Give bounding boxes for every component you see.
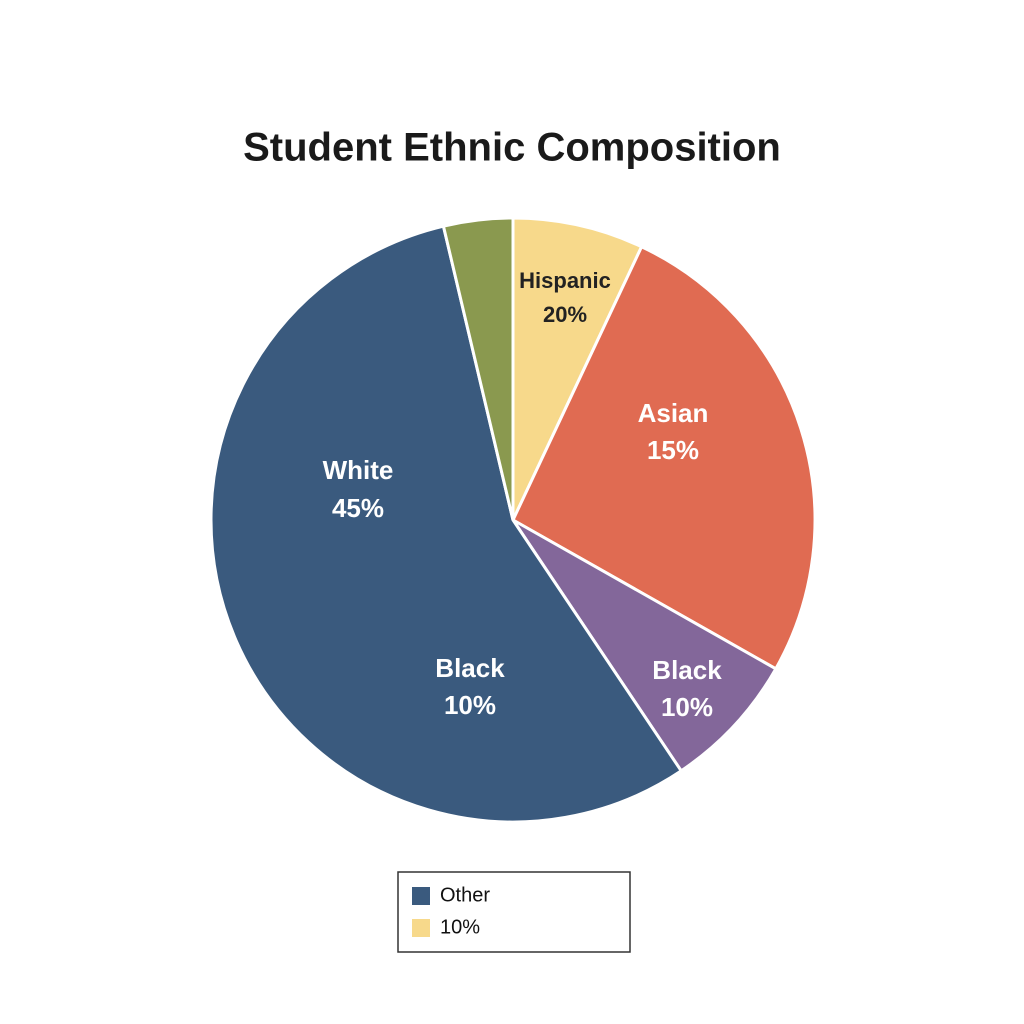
legend-label: 10% — [440, 916, 480, 938]
slice-label: 10% — [444, 690, 496, 720]
pie-slice — [511, 244, 817, 671]
pie-slice — [441, 216, 515, 521]
pie-slice — [511, 518, 778, 773]
slice-label: 10% — [661, 692, 713, 722]
slice-label: Asian — [638, 398, 709, 428]
legend-box — [397, 871, 631, 953]
pie-slice — [209, 224, 684, 824]
slice-label: 15% — [647, 435, 699, 465]
legend-swatch — [412, 887, 430, 905]
slice-label: White — [323, 455, 394, 485]
slice-label: 45% — [332, 493, 384, 523]
legend-label: Other — [440, 884, 490, 906]
slice-label: 20% — [543, 302, 587, 327]
slice-label: Hispanic — [519, 268, 611, 293]
slice-label: Black — [652, 655, 722, 685]
chart-title: Student Ethnic Composition — [243, 126, 781, 170]
slice-label: Black — [435, 653, 505, 683]
pie-slice — [511, 216, 644, 521]
legend-swatch — [412, 919, 430, 937]
